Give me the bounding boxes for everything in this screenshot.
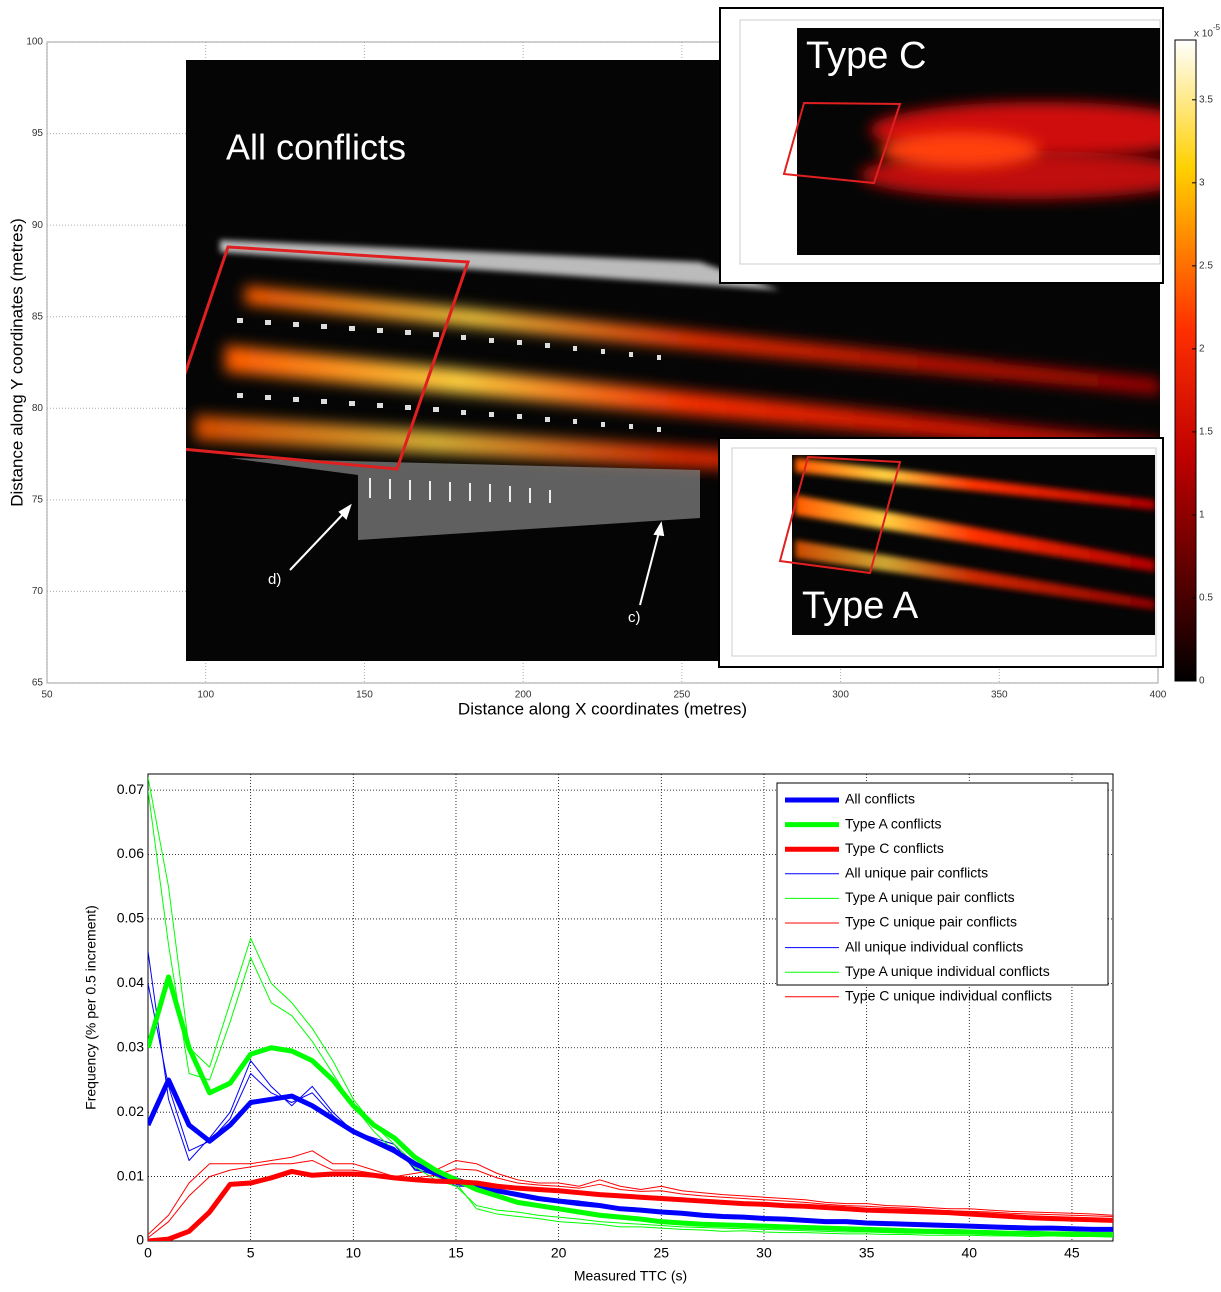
series-line [148, 1150, 1113, 1235]
x-tick-label: 0 [144, 1245, 152, 1261]
x-tick-label: 350 [991, 690, 1008, 701]
colorbar-tick-label: 1 [1199, 510, 1205, 521]
y-tick-label: 100 [26, 37, 43, 48]
colorbar-exponent: -5 [1213, 23, 1221, 32]
legend-label: Type C unique individual conflicts [845, 988, 1052, 1004]
x-tick-label: 5 [247, 1245, 255, 1261]
annotation: Type C [806, 35, 926, 77]
x-tick-label: 25 [654, 1245, 670, 1261]
legend-label: Type A unique pair conflicts [845, 889, 1015, 905]
colorbar-tick-label: 2 [1199, 344, 1205, 355]
legend-label: Type A conflicts [845, 815, 942, 831]
plot-lines [148, 777, 1113, 1241]
y-tick-label: 95 [32, 128, 44, 139]
legend-label: Type C unique pair conflicts [845, 914, 1017, 930]
y-tick-label: 0.04 [117, 974, 144, 990]
x-axis-label: Distance along X coordinates (metres) [458, 699, 747, 718]
y-tick-label: 0.05 [117, 910, 144, 926]
legend-label: Type A unique individual conflicts [845, 963, 1050, 979]
x-tick-label: 35 [859, 1245, 875, 1261]
x-tick-label: 15 [448, 1245, 464, 1261]
colorbar-tick-label: 1.5 [1199, 427, 1213, 438]
y-tick-label: 90 [32, 220, 44, 231]
x-tick-label: 50 [41, 690, 53, 701]
annotation: Type A [802, 585, 919, 627]
y-axis-label: Frequency (% per 0.5 increment) [83, 905, 99, 1110]
colorbar-tick-label: 0 [1199, 676, 1205, 687]
annotation: All conflicts [226, 127, 406, 168]
y-tick-label: 80 [32, 403, 44, 414]
y-tick-label: 0.07 [117, 781, 144, 797]
colorbar-label: x 10 [1194, 29, 1213, 40]
legend-label: Type C conflicts [845, 840, 944, 856]
x-tick-label: 100 [197, 690, 214, 701]
x-tick-label: 20 [551, 1245, 567, 1261]
y-tick-label: 0.06 [117, 845, 144, 861]
annotation: c) [628, 609, 641, 626]
x-tick-label: 40 [961, 1245, 977, 1261]
y-tick-label: 85 [32, 311, 44, 322]
x-axis-label: Measured TTC (s) [574, 1268, 687, 1284]
x-tick-label: 250 [674, 690, 691, 701]
y-tick-label: 70 [32, 586, 44, 597]
y-tick-label: 0.01 [117, 1167, 144, 1183]
colorbar-tick-label: 3 [1199, 177, 1205, 188]
y-tick-label: 0.02 [117, 1103, 144, 1119]
y-tick-label: 75 [32, 494, 44, 505]
legend-label: All unique pair conflicts [845, 865, 988, 881]
y-tick-label: 65 [32, 678, 44, 689]
legend-label: All unique individual conflicts [845, 938, 1023, 954]
legend-label: All conflicts [845, 791, 915, 807]
x-tick-label: 300 [832, 690, 849, 701]
colorbar-tick-label: 0.5 [1199, 593, 1213, 604]
colorbar-tick-label: 2.5 [1199, 260, 1213, 271]
series-line [148, 974, 1113, 1238]
y-axis-label: Distance along Y coordinates (metres) [7, 218, 26, 507]
x-tick-label: 400 [1150, 690, 1167, 701]
colorbar-tick-label: 3.5 [1199, 94, 1213, 105]
annotation: d) [268, 571, 281, 588]
series-line [148, 1168, 1113, 1241]
colorbar [1174, 39, 1197, 682]
inset-type-c [719, 7, 1164, 284]
x-tick-label: 150 [356, 690, 373, 701]
x-tick-label: 200 [515, 690, 532, 701]
series-line [148, 777, 1113, 1238]
inset-type-a [718, 437, 1164, 668]
y-tick-label: 0 [136, 1232, 144, 1248]
y-tick-label: 0.03 [117, 1038, 144, 1054]
x-tick-label: 10 [346, 1245, 362, 1261]
x-tick-label: 30 [756, 1245, 772, 1261]
legend-box [776, 782, 1109, 986]
series-line [148, 1077, 1113, 1232]
x-tick-label: 45 [1064, 1245, 1080, 1261]
